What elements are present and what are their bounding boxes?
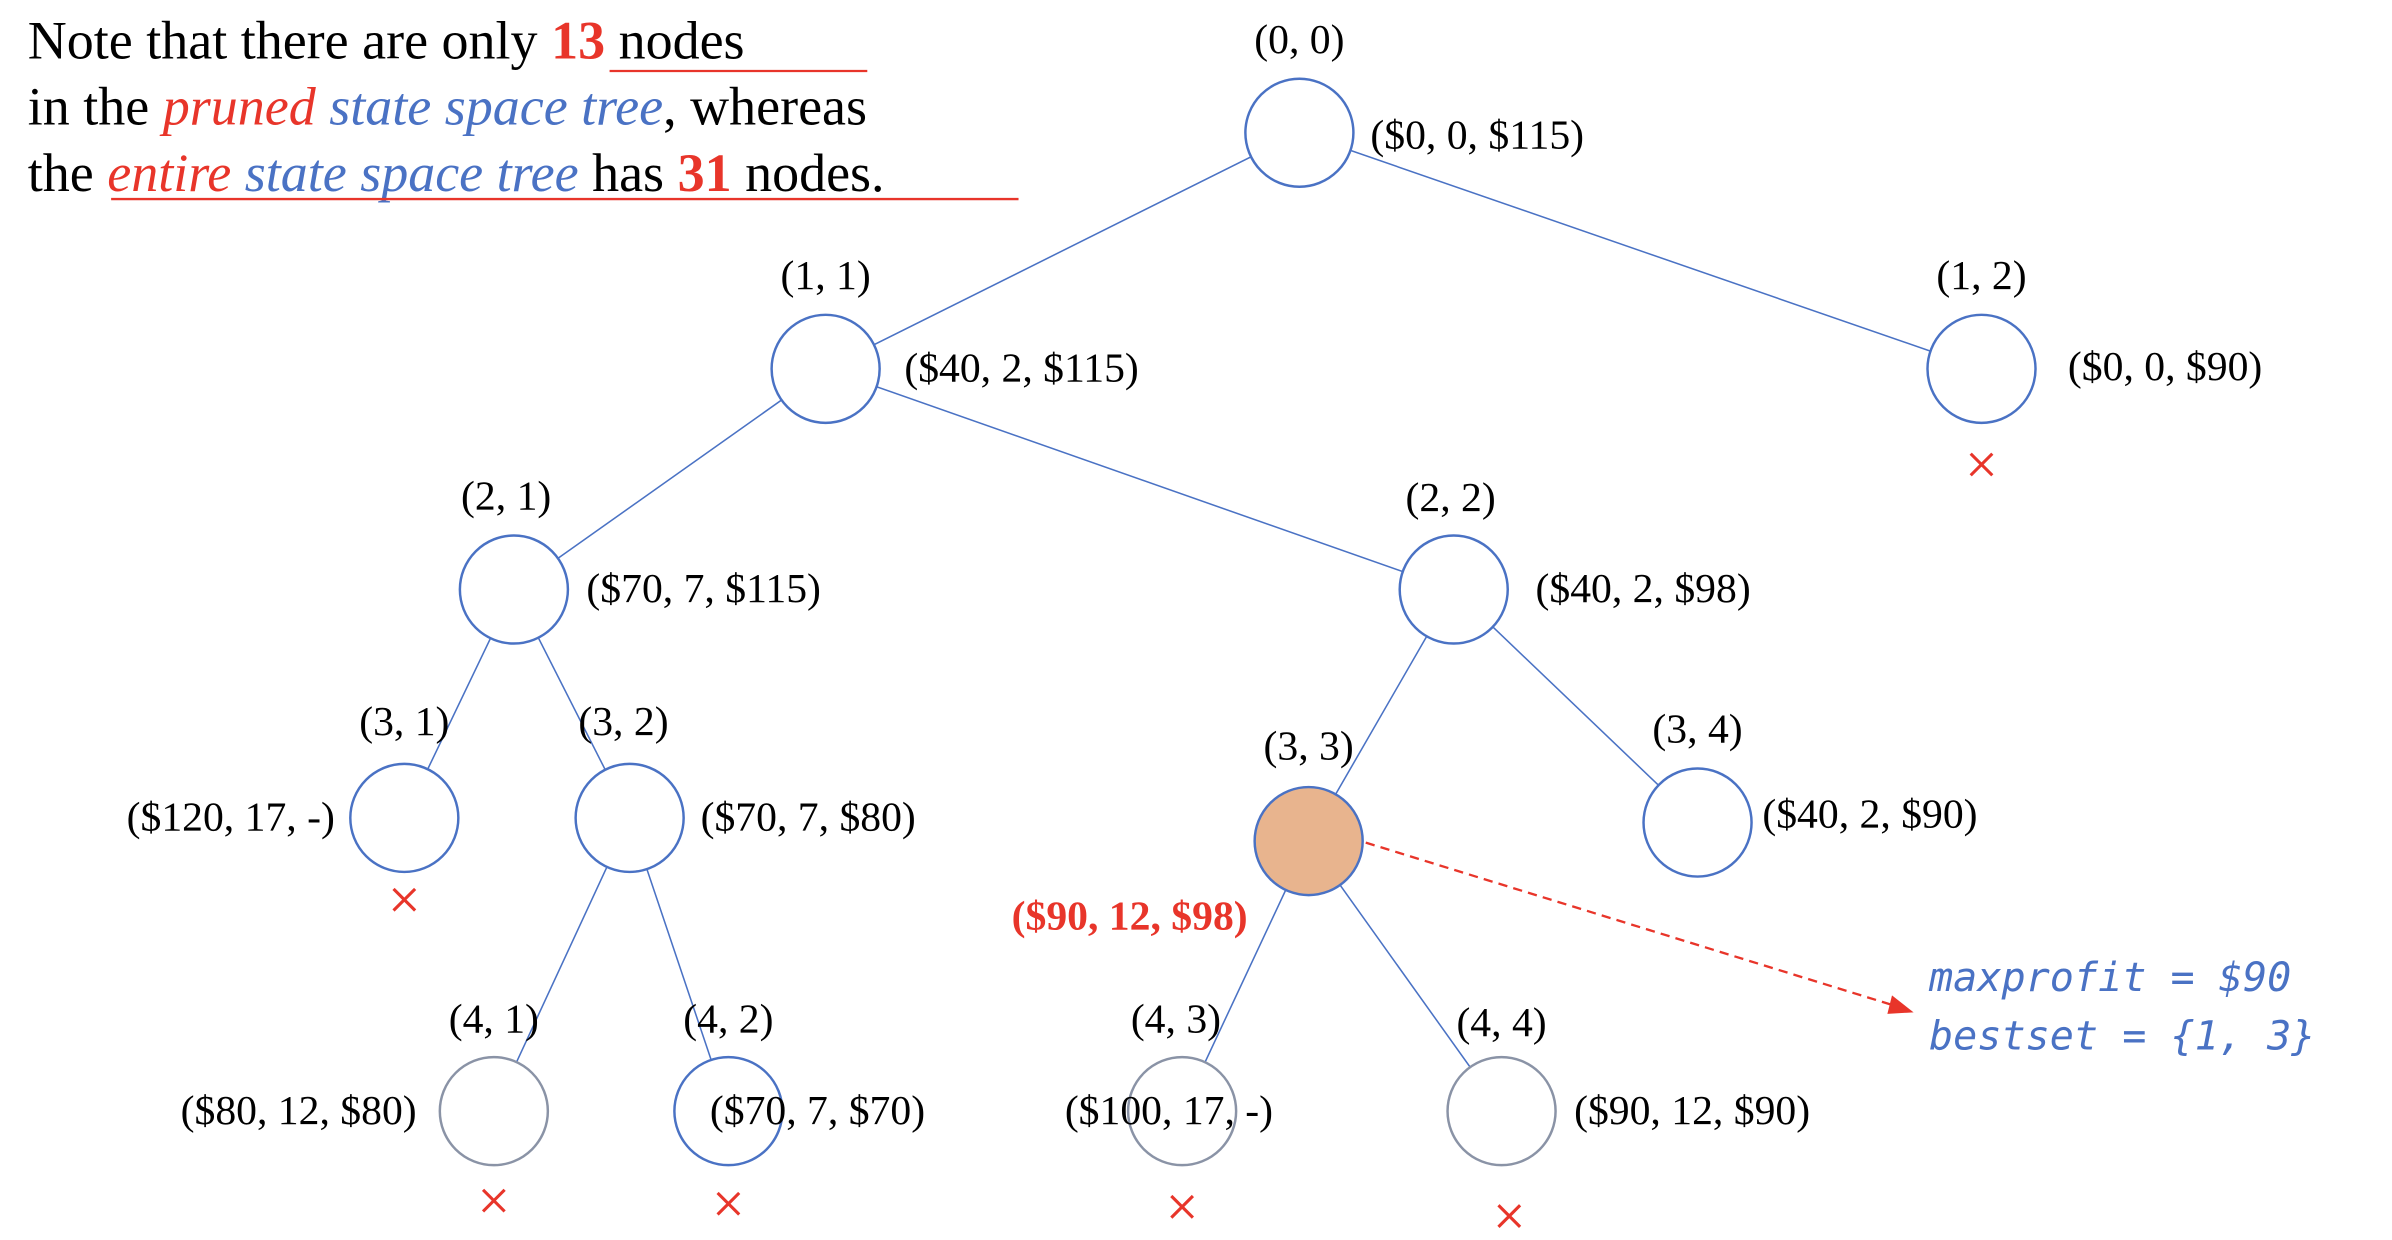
node-info: ($40, 2, $115) [904, 345, 1138, 391]
edge [513, 368, 827, 591]
node-info: ($70, 7, $70) [710, 1088, 925, 1134]
annotation: maxprofit = $90 [1928, 955, 2291, 1001]
note-term: pruned [159, 77, 317, 137]
node-info: ($0, 0, $115) [1370, 112, 1584, 158]
dashed-arrow [1365, 841, 1902, 1009]
node [770, 313, 881, 425]
node-label: (4, 3) [1131, 997, 1221, 1043]
node-info: ($90, 12, $90) [1574, 1088, 1810, 1134]
node-label: (4, 1) [449, 997, 539, 1043]
note-line: in the pruned state space tree, whereas [28, 77, 867, 137]
node-label: (1, 1) [781, 253, 871, 299]
node [1398, 534, 1509, 645]
cross [1170, 1194, 1195, 1219]
edges [403, 131, 1982, 1112]
note-line: Note that there are only 13 nodes [28, 11, 745, 71]
pruned-marks [392, 452, 1994, 1228]
cross [1497, 1204, 1522, 1228]
note-text: nodes [605, 11, 744, 71]
note-text: in the [28, 77, 163, 137]
annotation: bestset = {1, 3} [1929, 1014, 2315, 1060]
node-label: (4, 4) [1456, 1000, 1546, 1046]
node [1926, 313, 2037, 425]
note-number: 31 [678, 143, 732, 203]
node [1126, 1055, 1238, 1167]
node-info: ($90, 12, $98) [1012, 893, 1248, 939]
node-highlighted [1253, 785, 1364, 897]
note-text: , whereas [663, 77, 867, 137]
note-number: 13 [551, 11, 605, 71]
node-info: ($120, 17, -) [127, 795, 335, 841]
arrow-head [1887, 995, 1914, 1014]
node-label: (3, 1) [359, 699, 449, 745]
edge [825, 368, 1454, 591]
node-info: ($70, 7, $80) [701, 795, 916, 841]
node-label: (3, 2) [578, 699, 668, 745]
note-text [316, 77, 330, 137]
node-label: (2, 2) [1406, 475, 1496, 521]
edge [1453, 588, 1699, 824]
node-info: ($80, 12, $80) [181, 1088, 417, 1134]
node [673, 1055, 784, 1167]
note-text: has [579, 143, 678, 203]
edge [1308, 840, 1503, 1112]
node [458, 534, 570, 645]
note-term: entire [107, 143, 231, 203]
node-label: (2, 1) [461, 474, 551, 520]
node-label: (4, 2) [683, 997, 773, 1043]
note-term: state space tree [245, 143, 579, 203]
node [1446, 1055, 1557, 1167]
node-label: (3, 3) [1264, 724, 1354, 770]
note-text: the [28, 143, 107, 203]
node-info: ($70, 7, $115) [586, 566, 820, 612]
node [349, 762, 460, 874]
edge [1299, 131, 1982, 370]
node-label: (1, 2) [1936, 253, 2026, 299]
note-line: the entire state space tree has 31 nodes… [28, 143, 885, 203]
note-text: Note that there are only [28, 11, 551, 71]
node [574, 762, 685, 874]
note-text: nodes. [732, 143, 885, 203]
note-term: state space tree [329, 77, 663, 137]
node-label: (3, 4) [1652, 707, 1742, 753]
node [1244, 77, 1355, 188]
node-label: (0, 0) [1254, 17, 1344, 63]
node [438, 1055, 550, 1167]
cross [481, 1188, 506, 1213]
edge [825, 132, 1300, 370]
node-info: ($100, 17, -) [1065, 1088, 1273, 1134]
cross [1969, 452, 1994, 477]
cross [392, 887, 417, 912]
node-info: ($40, 2, $90) [1762, 791, 1977, 837]
cross [716, 1191, 741, 1216]
node-info: ($40, 2, $98) [1536, 566, 1751, 612]
node-info: ($0, 0, $90) [2068, 344, 2262, 390]
note-text [231, 143, 245, 203]
node [1642, 767, 1753, 878]
